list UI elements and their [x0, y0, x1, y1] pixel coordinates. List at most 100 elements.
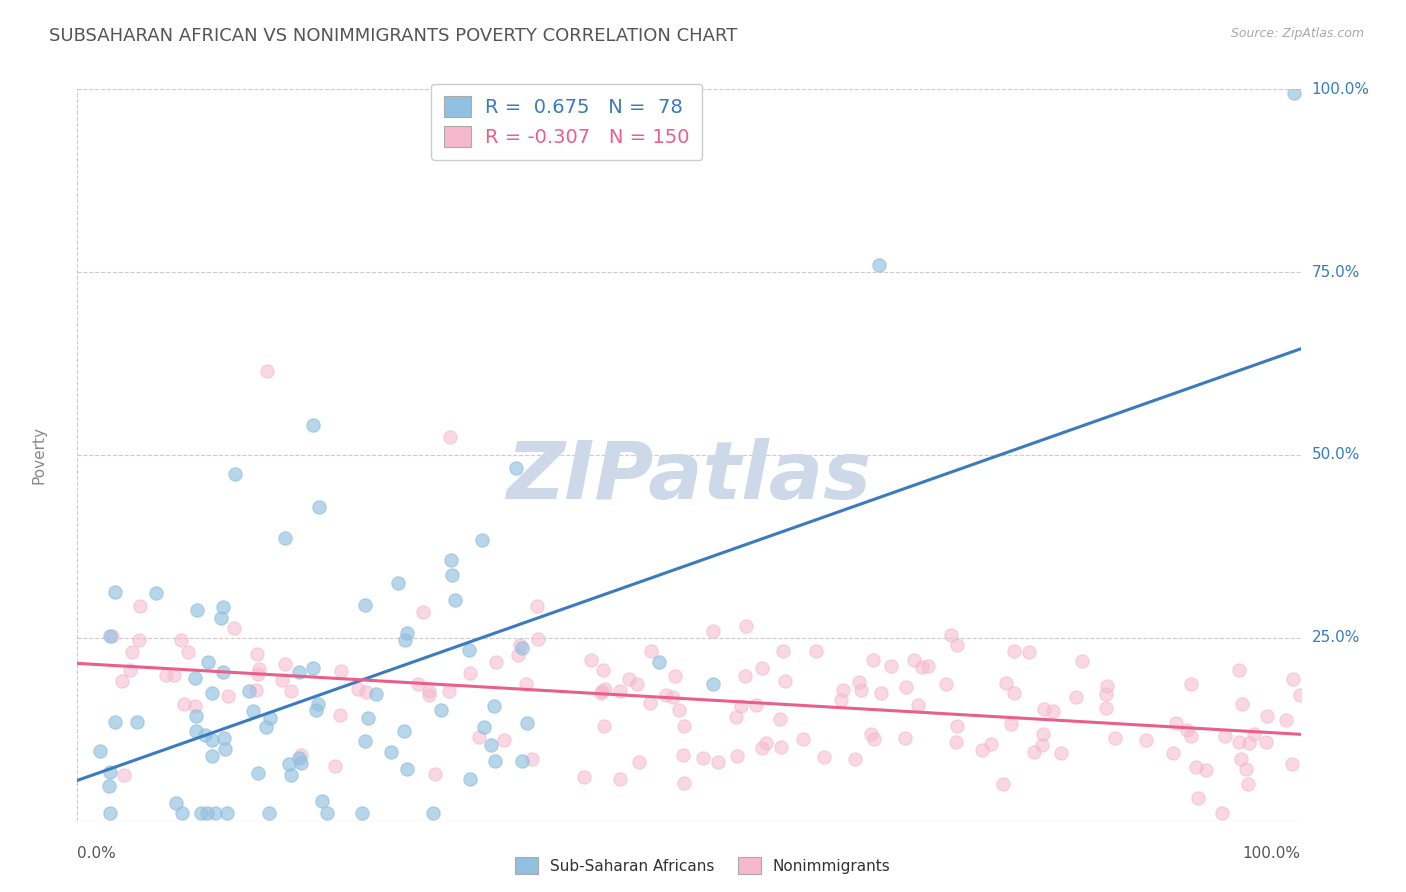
Point — [773, 674, 796, 689]
Point — [619, 672, 641, 686]
Point — [945, 735, 967, 749]
Point — [347, 682, 370, 697]
Point — [1237, 735, 1260, 749]
Point — [412, 605, 434, 619]
Point — [1095, 701, 1118, 715]
Point — [329, 708, 352, 723]
Point — [1104, 731, 1126, 746]
Point — [754, 735, 776, 749]
Point — [172, 806, 194, 821]
Point — [1050, 746, 1073, 760]
Point — [197, 806, 219, 821]
Point — [907, 698, 929, 712]
Point — [859, 727, 882, 741]
Point — [510, 641, 533, 656]
Point — [903, 653, 925, 667]
Point — [640, 643, 662, 657]
Point — [380, 745, 402, 759]
Point — [186, 603, 208, 617]
Point — [745, 698, 768, 712]
Point — [104, 715, 127, 730]
Point — [190, 806, 212, 821]
Point — [468, 730, 491, 744]
Text: ZIPatlas: ZIPatlas — [506, 438, 872, 516]
Point — [222, 622, 245, 636]
Point — [287, 665, 309, 679]
Point — [515, 676, 537, 690]
Legend: Sub-Saharan Africans, Nonimmigrants: Sub-Saharan Africans, Nonimmigrants — [509, 851, 897, 880]
Point — [356, 685, 378, 699]
Point — [457, 643, 479, 657]
Point — [165, 797, 187, 811]
Point — [418, 684, 440, 698]
Point — [725, 748, 748, 763]
Point — [308, 500, 330, 514]
Point — [751, 661, 773, 675]
Point — [609, 684, 631, 698]
Point — [305, 703, 328, 717]
Point — [673, 719, 696, 733]
Point — [1187, 791, 1209, 805]
Point — [730, 699, 752, 714]
Point — [114, 768, 136, 782]
Point — [350, 806, 373, 821]
Point — [163, 668, 186, 682]
Point — [201, 732, 224, 747]
Point — [734, 669, 756, 683]
Point — [212, 731, 235, 745]
Point — [238, 684, 260, 698]
Point — [406, 677, 429, 691]
Point — [592, 663, 614, 677]
Point — [751, 741, 773, 756]
Point — [896, 680, 918, 694]
Point — [593, 682, 616, 697]
Point — [194, 728, 217, 742]
Point — [910, 659, 932, 673]
Point — [792, 731, 814, 746]
Text: 50.0%: 50.0% — [1312, 448, 1360, 462]
Text: 25.0%: 25.0% — [1312, 631, 1360, 645]
Point — [254, 720, 277, 734]
Point — [217, 689, 239, 703]
Point — [880, 659, 903, 673]
Point — [508, 648, 530, 663]
Point — [492, 733, 515, 747]
Point — [302, 661, 325, 675]
Point — [1064, 690, 1087, 705]
Point — [831, 683, 853, 698]
Point — [129, 599, 152, 613]
Point — [505, 460, 527, 475]
Point — [702, 624, 724, 638]
Point — [395, 762, 418, 776]
Point — [429, 702, 451, 716]
Point — [437, 684, 460, 698]
Point — [458, 666, 481, 681]
Legend: R =  0.675   N =  78, R = -0.307   N = 150: R = 0.675 N = 78, R = -0.307 N = 150 — [432, 84, 702, 160]
Point — [1230, 752, 1253, 766]
Point — [212, 665, 235, 680]
Point — [212, 600, 235, 615]
Point — [204, 806, 226, 821]
Text: 100.0%: 100.0% — [1243, 847, 1301, 862]
Point — [1256, 708, 1278, 723]
Point — [353, 734, 375, 748]
Point — [111, 674, 134, 689]
Point — [280, 768, 302, 782]
Point — [247, 765, 270, 780]
Point — [655, 689, 678, 703]
Point — [474, 720, 496, 734]
Point — [155, 668, 177, 682]
Point — [186, 724, 208, 739]
Point — [1284, 86, 1306, 100]
Point — [323, 759, 346, 773]
Point — [1002, 644, 1025, 658]
Point — [707, 756, 730, 770]
Point — [479, 738, 502, 752]
Point — [1281, 757, 1303, 772]
Point — [844, 751, 866, 765]
Point — [104, 585, 127, 599]
Point — [581, 652, 603, 666]
Point — [440, 567, 463, 582]
Text: SUBSAHARAN AFRICAN VS NONIMMIGRANTS POVERTY CORRELATION CHART: SUBSAHARAN AFRICAN VS NONIMMIGRANTS POVE… — [49, 27, 738, 45]
Point — [1185, 760, 1208, 774]
